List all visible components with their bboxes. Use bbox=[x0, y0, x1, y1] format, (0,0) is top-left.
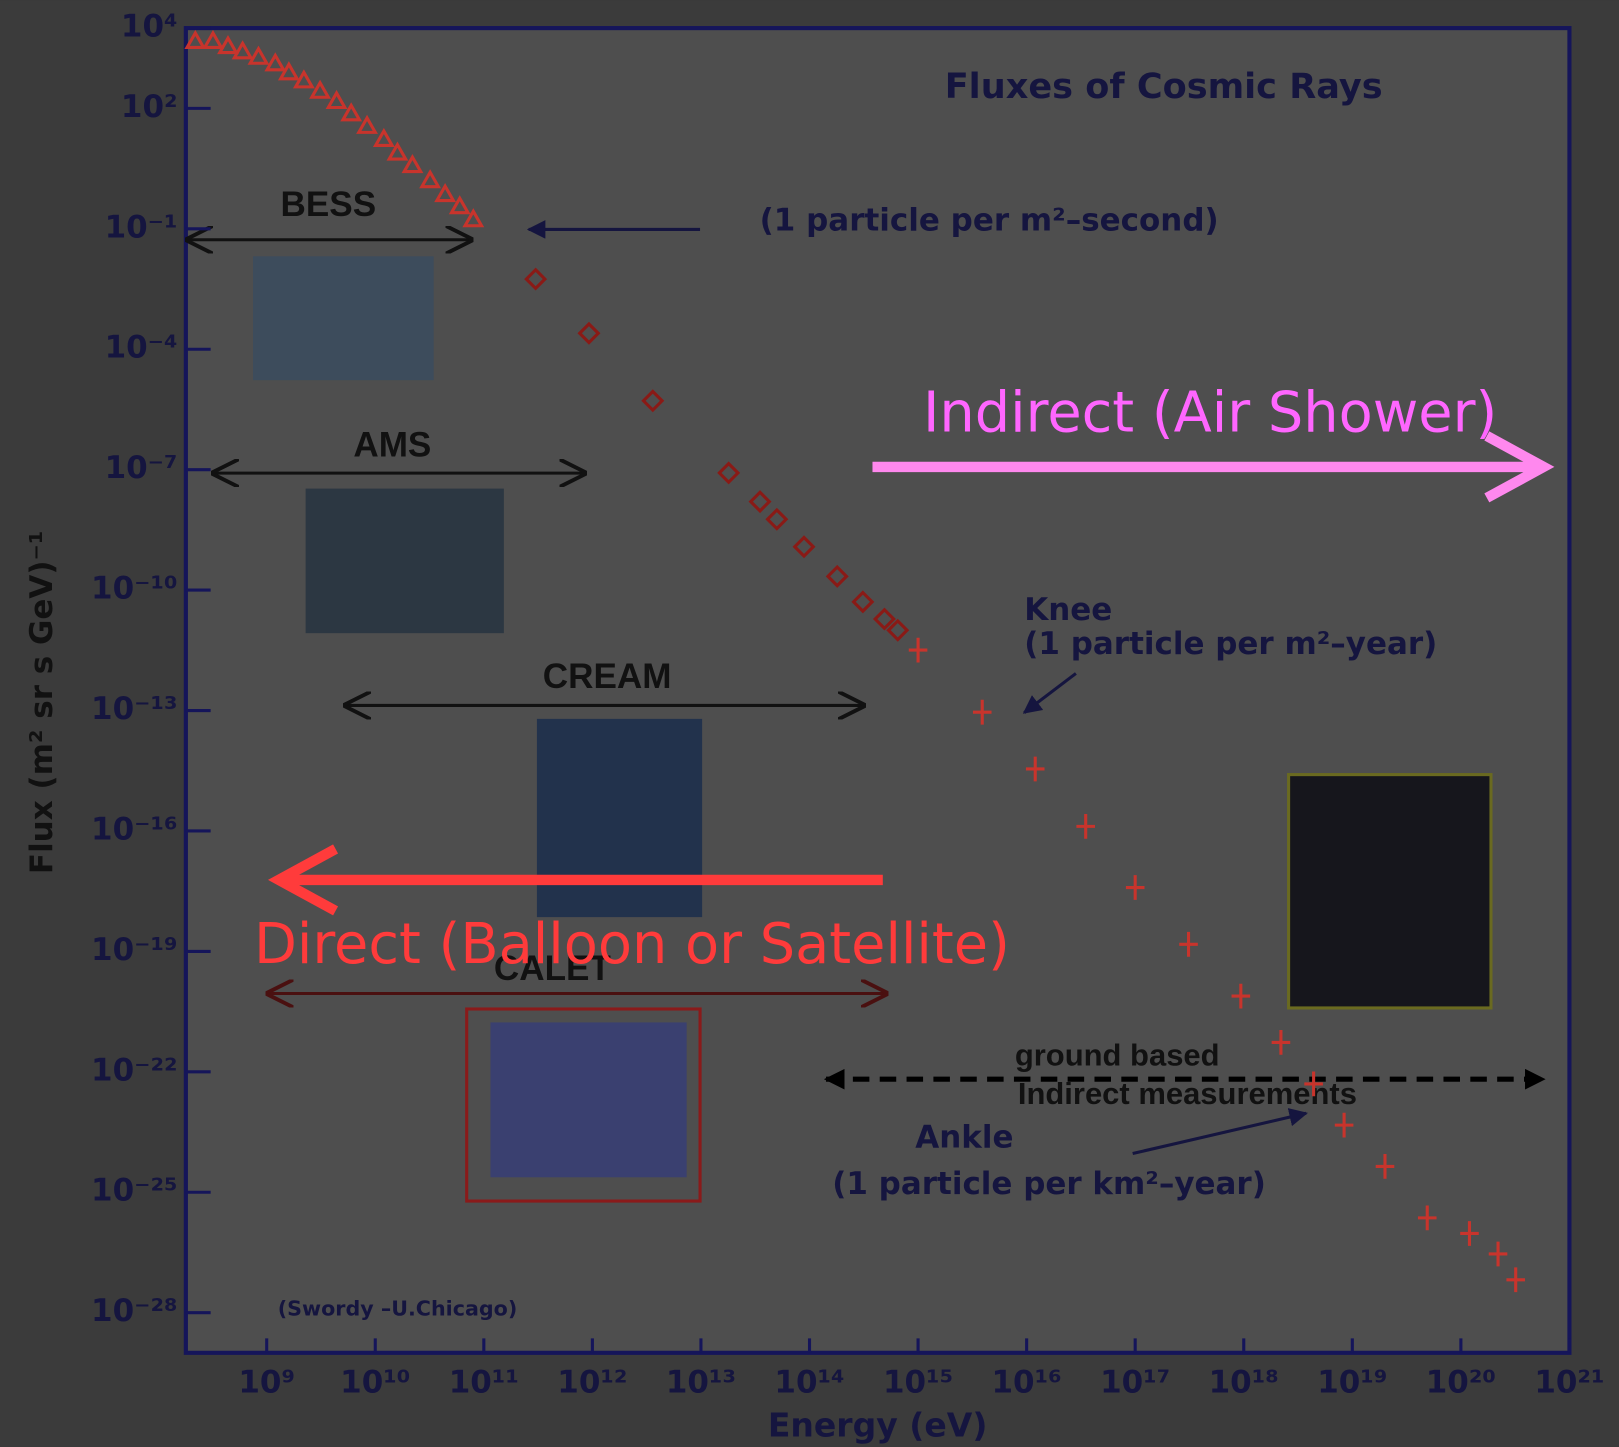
annotation: Indirect (Air Shower) bbox=[923, 380, 1497, 445]
ams-photo bbox=[306, 489, 504, 634]
x-tick-label: 10²¹ bbox=[1534, 1364, 1604, 1400]
annotation: ground based bbox=[1015, 1038, 1220, 1073]
annotation: Direct (Balloon or Satellite) bbox=[254, 912, 1010, 977]
x-tick-label: 10¹⁵ bbox=[883, 1364, 953, 1400]
y-tick-label: 10⁻¹⁶ bbox=[91, 811, 178, 847]
y-tick-label: 10⁻¹ bbox=[105, 209, 178, 245]
y-tick-label: 10⁻¹⁰ bbox=[91, 571, 178, 607]
annotation: (Swordy –U.Chicago) bbox=[278, 1296, 518, 1320]
y-tick-label: 10⁻²² bbox=[91, 1052, 178, 1088]
y-tick-label: 10⁴ bbox=[121, 9, 178, 45]
y-tick-label: 10⁻⁷ bbox=[105, 450, 178, 486]
x-tick-label: 10¹² bbox=[557, 1364, 627, 1400]
cream-photo bbox=[537, 719, 702, 917]
x-tick-label: 10¹¹ bbox=[449, 1364, 519, 1400]
chart-title: Fluxes of Cosmic Rays bbox=[945, 66, 1383, 107]
annotation: CREAM bbox=[543, 657, 672, 696]
y-tick-label: 10² bbox=[121, 89, 178, 125]
chart: Fluxes of Cosmic Rays (1 particle per m²… bbox=[0, 0, 1619, 1447]
annotation: AMS bbox=[353, 426, 431, 465]
annotation: (1 particle per km²–year) bbox=[832, 1166, 1266, 1202]
x-tick-label: 10¹⁰ bbox=[340, 1364, 410, 1400]
x-tick-label: 10¹⁴ bbox=[774, 1364, 844, 1400]
bess-photo bbox=[253, 256, 434, 380]
annotation: BESS bbox=[281, 185, 377, 224]
y-tick-label: 10⁻¹⁹ bbox=[91, 932, 178, 968]
annotation: (1 particle per m²–year) bbox=[1024, 626, 1437, 662]
x-tick-label: 10¹⁶ bbox=[992, 1364, 1062, 1400]
y-tick-label: 10⁻²⁸ bbox=[91, 1293, 178, 1329]
x-tick-label: 10¹⁷ bbox=[1100, 1364, 1170, 1400]
y-axis-label: Flux (m² sr s GeV)⁻¹ bbox=[24, 531, 60, 875]
y-tick-label: 10⁻²⁵ bbox=[91, 1173, 178, 1209]
x-tick-label: 10¹³ bbox=[666, 1364, 736, 1400]
x-tick-label: 10¹⁹ bbox=[1317, 1364, 1387, 1400]
y-tick-label: 10⁻¹³ bbox=[91, 691, 178, 727]
annotation: Ankle bbox=[915, 1120, 1013, 1156]
annotation: (1 particle per m²–second) bbox=[760, 203, 1219, 239]
x-tick-label: 10¹⁸ bbox=[1209, 1364, 1279, 1400]
x-axis-label: Energy (eV) bbox=[768, 1406, 988, 1445]
y-tick-label: 10⁻⁴ bbox=[105, 330, 178, 366]
x-tick-label: 10²⁰ bbox=[1426, 1364, 1496, 1400]
annotation: Knee bbox=[1024, 592, 1112, 628]
annotation: Indirect measurements bbox=[1018, 1076, 1357, 1111]
calet-photo bbox=[490, 1022, 686, 1177]
air-shower-photo bbox=[1289, 775, 1491, 1008]
page: {"chart_data": { "type": "scatter", "tit… bbox=[0, 0, 1619, 1447]
x-tick-label: 10⁹ bbox=[238, 1364, 295, 1400]
